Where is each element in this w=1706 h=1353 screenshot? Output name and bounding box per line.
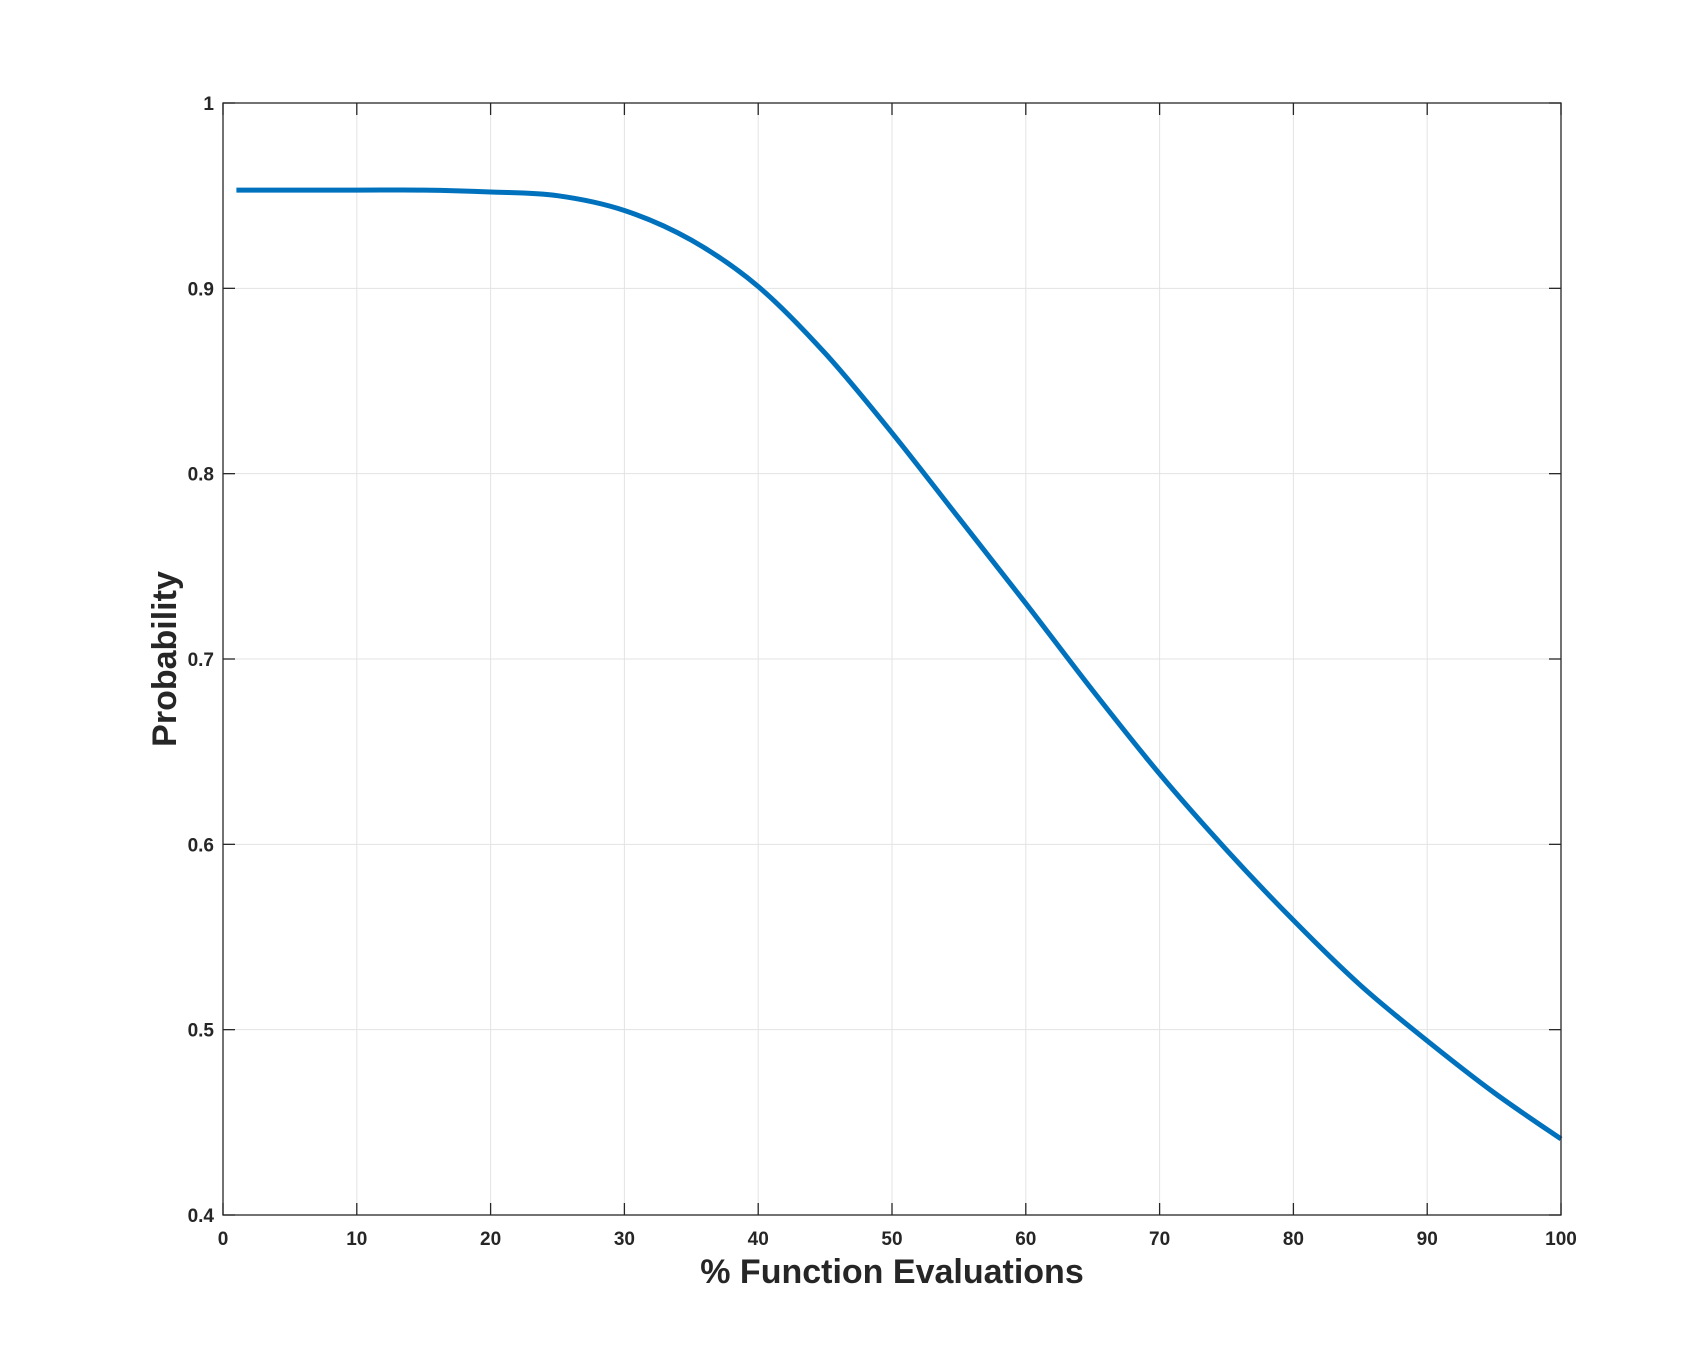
y-tick-label: 0.9	[188, 279, 214, 300]
ticks	[222, 102, 1562, 1216]
tick-labels: 0 10 20 30 40 50 60 70 80 90 100 0.4 0.5 0.6 0.7 0.8 0.9…	[188, 94, 1577, 1250]
x-tick-label: 70	[1149, 1229, 1170, 1250]
x-tick-label: 0	[218, 1229, 229, 1250]
x-tick-label: 60	[1015, 1229, 1036, 1250]
y-tick-label: 1	[203, 94, 214, 115]
x-tick-label: 20	[480, 1229, 501, 1250]
x-tick-label: 50	[881, 1229, 902, 1250]
x-tick-label: 40	[748, 1229, 769, 1250]
y-tick-label: 0.5	[188, 1021, 215, 1042]
x-tick-label: 80	[1283, 1229, 1304, 1250]
series-layer	[236, 187, 1563, 1142]
x-tick-label: 30	[614, 1229, 635, 1250]
y-tick-label: 0.8	[188, 465, 214, 486]
y-tick-label: 0.4	[188, 1206, 215, 1227]
y-axis-title: Probability	[146, 571, 184, 747]
series-line	[236, 187, 1563, 1142]
x-tick-label: 90	[1417, 1229, 1438, 1250]
x-axis-title: % Function Evaluations	[700, 1253, 1083, 1291]
x-tick-label: 100	[1545, 1229, 1577, 1250]
y-tick-label: 0.6	[188, 835, 214, 856]
y-tick-label: 0.7	[188, 650, 214, 671]
x-tick-label: 10	[346, 1229, 367, 1250]
